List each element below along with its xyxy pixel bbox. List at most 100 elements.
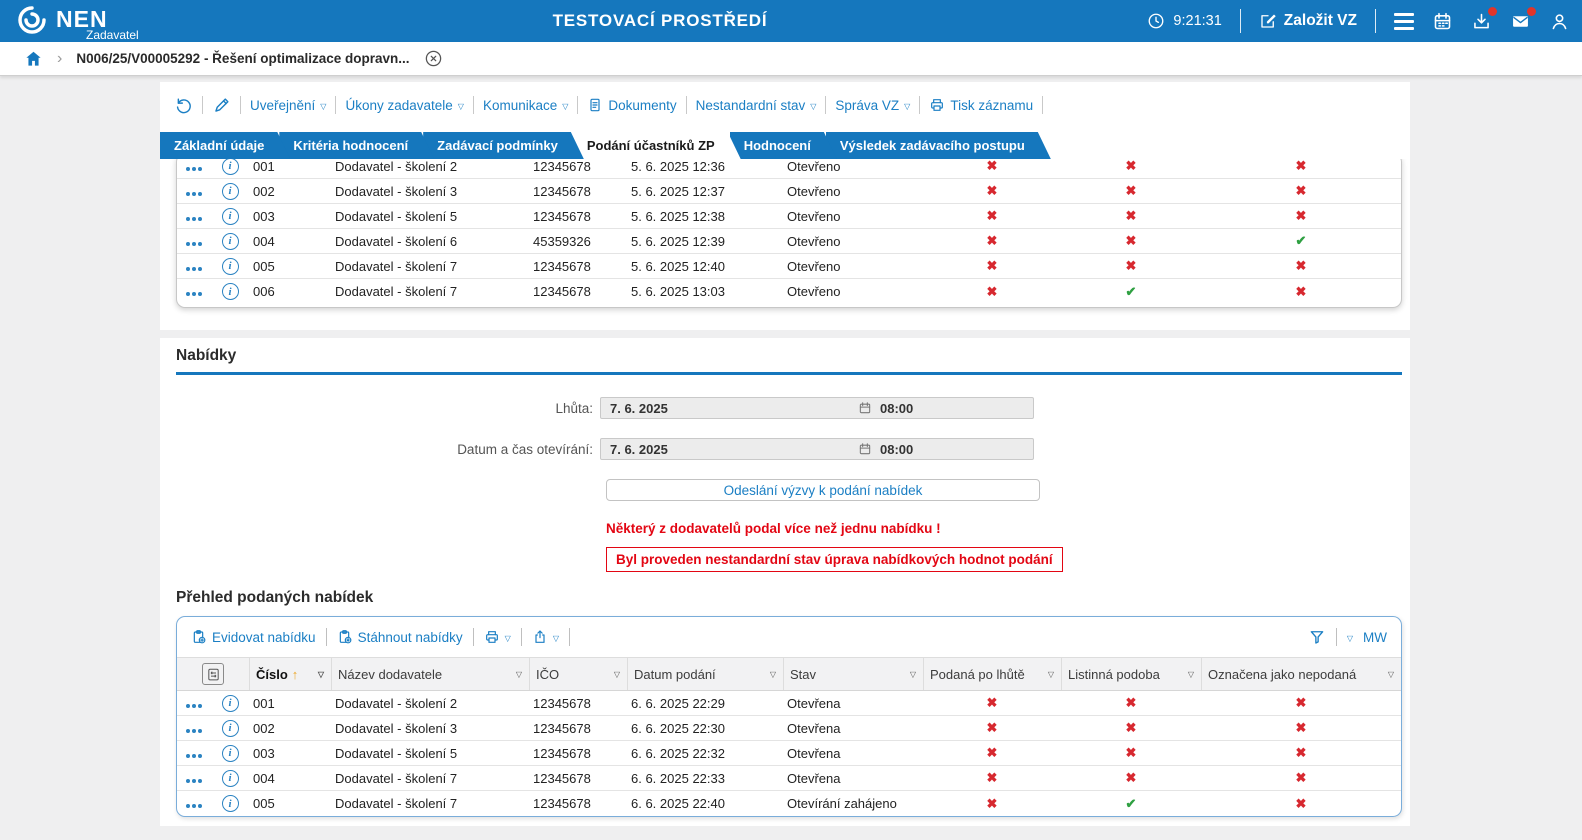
tab-zad-vac-podm-nky[interactable]: Zadávací podmínky <box>423 132 584 159</box>
table-row[interactable]: i 001 Dodavatel - školení 2 12345678 6. 6. 2… <box>177 691 1401 716</box>
info-icon[interactable]: i <box>221 769 239 787</box>
view-dropdown-icon[interactable]: ▽ <box>1346 633 1353 643</box>
tab-krit-ria-hodnocen[interactable]: Kritéria hodnocení <box>279 132 434 159</box>
downloads-icon[interactable] <box>1471 6 1497 32</box>
table-row[interactable]: i 004 Dodavatel - školení 7 12345678 6. 6. 2… <box>177 766 1401 791</box>
info-icon[interactable]: i <box>221 157 239 175</box>
table-row[interactable]: i 005 Dodavatel - školení 7 12345678 5. 6. 2… <box>177 254 1401 279</box>
toolbar-item-dokumenty[interactable]: Dokumenty <box>587 97 677 113</box>
table-row[interactable]: i 003 Dodavatel - školení 5 12345678 5. 6. 2… <box>177 204 1401 229</box>
table-row[interactable]: i 006 Dodavatel - školení 7 12345678 5. 6. 2… <box>177 279 1401 304</box>
info-icon[interactable]: i <box>221 182 239 200</box>
column-header-n-zev-dodavatele[interactable]: Název dodavatele ▽ <box>331 658 529 690</box>
profile-icon[interactable] <box>1549 11 1570 32</box>
create-vz-button[interactable]: Založit VZ <box>1259 12 1357 30</box>
cell-number: 001 <box>253 695 275 711</box>
column-header-datum-pod-n[interactable]: Datum podání ▽ <box>627 658 783 690</box>
row-menu-icon[interactable] <box>186 191 202 196</box>
deadline-time[interactable]: 08:00 <box>880 400 914 416</box>
dropdown-arrow-icon: ▽ <box>320 101 327 111</box>
info-icon[interactable]: i <box>221 207 239 225</box>
tab-pod-n-astn-k-zp[interactable]: Podání účastníků ZP <box>573 132 741 159</box>
send-invitation-button[interactable]: Odeslání výzvy k podání nabídek <box>606 479 1040 501</box>
cell-supplier: Dodavatel - školení 2 <box>335 695 458 711</box>
messages-icon[interactable] <box>1510 6 1536 32</box>
table-row[interactable]: i 005 Dodavatel - školení 7 12345678 6. 6. 2… <box>177 791 1401 816</box>
view-code[interactable]: MW <box>1363 629 1387 645</box>
toolbar-item-spr-va-vz[interactable]: Správa VZ ▽ <box>835 98 910 113</box>
breadcrumb-record-tab[interactable]: N006/25/V00005292 - Řešení optimalizace … <box>76 51 410 66</box>
column-header-listinn-podoba[interactable]: Listinná podoba ▽ <box>1061 658 1201 690</box>
cell-status: Otevírání zahájeno <box>787 796 897 811</box>
calendar-small-icon[interactable] <box>858 401 872 415</box>
toolbar-item-komunikace[interactable]: Komunikace ▽ <box>483 98 568 113</box>
column-filter-icon[interactable]: ▽ <box>909 669 916 679</box>
column-header-stav[interactable]: Stav ▽ <box>783 658 923 690</box>
column-filter-icon[interactable]: ▽ <box>613 669 620 679</box>
toolbar-item-tisk-z-znamu[interactable]: Tisk záznamu <box>929 97 1033 113</box>
cell-supplier: Dodavatel - školení 3 <box>335 720 458 736</box>
row-menu-icon[interactable] <box>186 166 202 171</box>
toolbar-item-nestandardn-stav[interactable]: Nestandardní stav ▽ <box>696 98 817 113</box>
row-menu-icon[interactable] <box>186 778 202 783</box>
info-icon[interactable]: i <box>221 257 239 275</box>
deadline-field[interactable]: 7. 6. 2025 08:00 <box>600 397 1034 419</box>
offers-table-toolbar: Evidovat nabídku Stáhnout nabídky ▽ <box>177 617 1401 657</box>
hamburger-menu-icon[interactable] <box>1394 12 1414 30</box>
info-icon[interactable]: i <box>221 719 239 737</box>
row-menu-icon[interactable] <box>186 266 202 271</box>
opening-date[interactable]: 7. 6. 2025 <box>610 441 668 457</box>
toolbar-item-uve-ejn-n[interactable]: Uveřejnění ▽ <box>250 98 326 113</box>
column-filter-icon[interactable]: ▽ <box>1047 669 1054 679</box>
tab-hodnocen[interactable]: Hodnocení <box>730 132 837 159</box>
info-icon[interactable]: i <box>221 232 239 250</box>
table-row[interactable]: i 001 Dodavatel - školení 2 12345678 5. 6. 2… <box>177 154 1401 179</box>
tab-v-sledek-zad-vac-ho-postupu[interactable]: Výsledek zadávacího postupu <box>826 132 1051 159</box>
table-row[interactable]: i 003 Dodavatel - školení 5 12345678 6. 6. 2… <box>177 741 1401 766</box>
cell-flag: ✖ <box>1201 720 1401 736</box>
funnel-icon[interactable] <box>1308 628 1326 646</box>
history-icon[interactable] <box>174 96 193 115</box>
row-menu-icon[interactable] <box>186 216 202 221</box>
export-button[interactable]: ▽ <box>532 629 559 645</box>
column-header-podan-po-lh-t[interactable]: Podaná po lhůtě ▽ <box>923 658 1061 690</box>
row-menu-icon[interactable] <box>186 753 202 758</box>
opening-time[interactable]: 08:00 <box>880 441 914 457</box>
cell-ico: 12345678 <box>533 208 591 224</box>
calendar-icon[interactable] <box>1432 11 1453 32</box>
table-row[interactable]: i 004 Dodavatel - školení 6 45359326 5. 6. 2… <box>177 229 1401 254</box>
nen-logo[interactable]: NEN Zadavatel <box>16 4 139 42</box>
deadline-date[interactable]: 7. 6. 2025 <box>610 400 668 416</box>
table-row[interactable]: i 002 Dodavatel - školení 3 12345678 5. 6. 2… <box>177 179 1401 204</box>
column-settings-icon[interactable] <box>202 663 224 685</box>
info-icon[interactable]: i <box>221 694 239 712</box>
column-header-ozna-ena-jako-nepodan[interactable]: Označena jako nepodaná ▽ <box>1201 658 1401 690</box>
column-filter-icon[interactable]: ▽ <box>515 669 522 679</box>
column-filter-icon[interactable]: ▽ <box>1187 669 1194 679</box>
row-menu-icon[interactable] <box>186 804 202 808</box>
cross-icon: ✖ <box>1295 208 1307 223</box>
info-icon[interactable]: i <box>221 283 239 301</box>
column-filter-icon[interactable]: ▽ <box>769 669 776 679</box>
column-header-i-o[interactable]: IČO ▽ <box>529 658 627 690</box>
toolbar-item-kony-zadavatele[interactable]: Úkony zadavatele ▽ <box>345 98 463 113</box>
row-menu-icon[interactable] <box>186 241 202 246</box>
column-filter-icon[interactable]: ▽ <box>1387 669 1394 679</box>
close-circle-icon[interactable] <box>424 49 443 68</box>
calendar-small-icon[interactable] <box>858 442 872 456</box>
download-offers-button[interactable]: Stáhnout nabídky <box>337 629 463 645</box>
row-menu-icon[interactable] <box>186 703 202 708</box>
print-button[interactable]: ▽ <box>484 629 511 645</box>
info-icon[interactable]: i <box>221 795 239 813</box>
opening-field[interactable]: 7. 6. 2025 08:00 <box>600 438 1034 460</box>
info-icon[interactable]: i <box>221 744 239 762</box>
register-offer-button[interactable]: Evidovat nabídku <box>191 629 316 645</box>
edit-pen-icon[interactable] <box>212 96 231 115</box>
tab-z-kladn-daje[interactable]: Základní údaje <box>160 132 290 159</box>
column-filter-icon[interactable]: ▽ <box>317 669 324 679</box>
row-menu-icon[interactable] <box>186 728 202 733</box>
row-menu-icon[interactable] <box>186 292 202 296</box>
column-header-slo[interactable]: Číslo ↑ ▽ <box>249 658 331 690</box>
table-row[interactable]: i 002 Dodavatel - školení 3 12345678 6. 6. 2… <box>177 716 1401 741</box>
home-icon[interactable] <box>24 49 43 68</box>
